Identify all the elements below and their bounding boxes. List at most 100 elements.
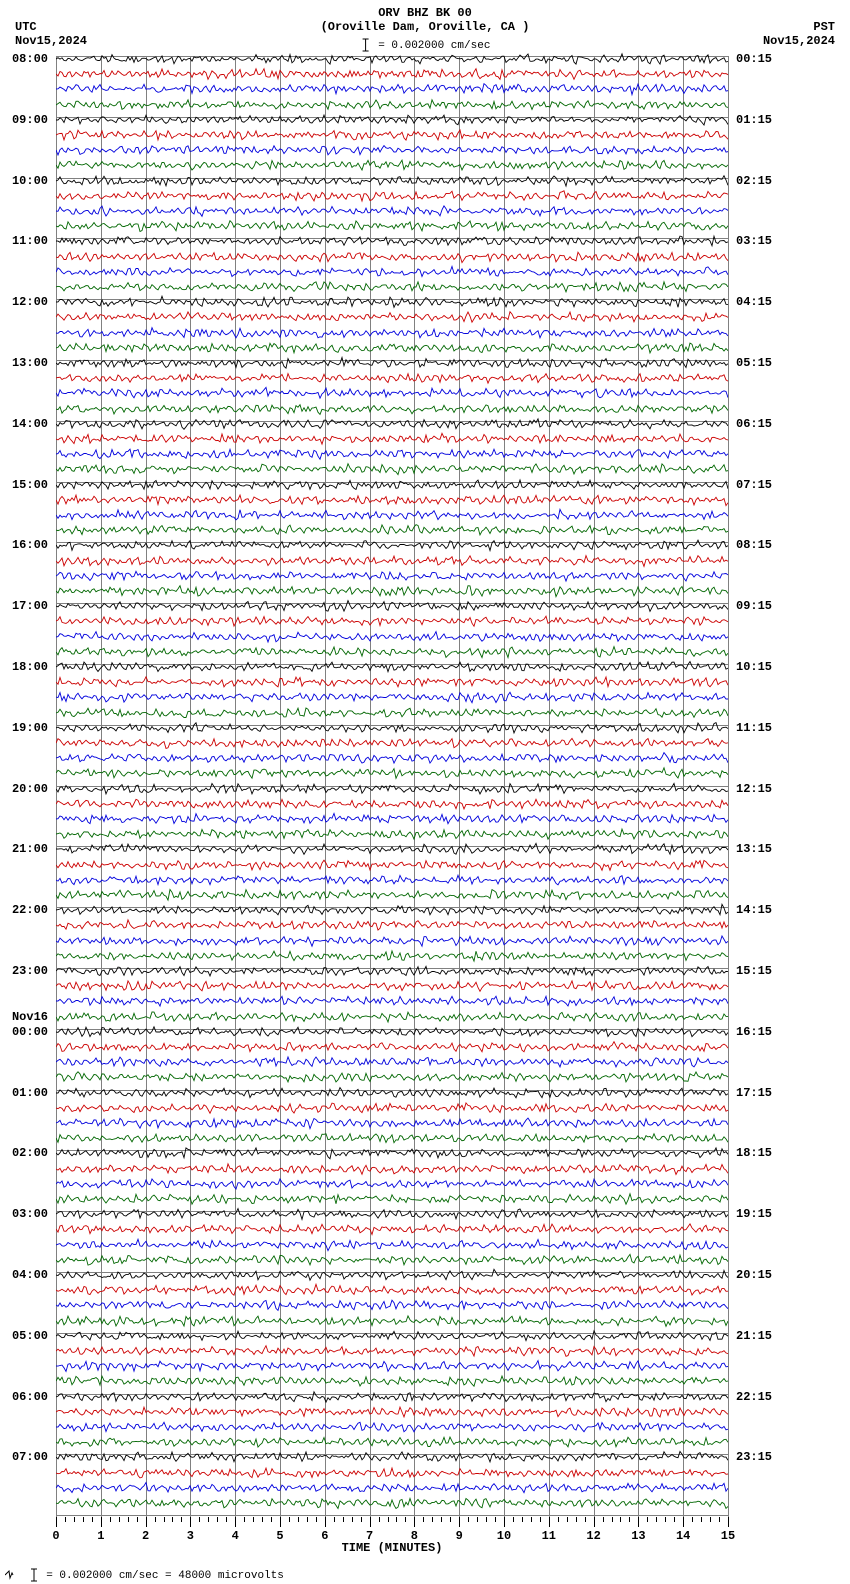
seismic-trace (56, 1191, 728, 1207)
utc-time-label: 22:00 (12, 903, 48, 917)
seismic-trace (56, 1115, 728, 1131)
seismic-trace (56, 1100, 728, 1116)
seismic-trace (56, 1419, 728, 1435)
seismic-trace (56, 629, 728, 645)
pst-time-label: 17:15 (736, 1086, 772, 1100)
seismic-trace (56, 1480, 728, 1496)
grid-vertical (235, 56, 236, 1524)
x-tick-minor (540, 1517, 541, 1522)
x-tick-major (683, 1517, 684, 1527)
seismic-trace (56, 477, 728, 493)
grid-vertical (370, 56, 371, 1524)
pst-time-label: 05:15 (736, 356, 772, 370)
seismic-trace (56, 811, 728, 827)
seismic-trace (56, 1009, 728, 1025)
grid-horizontal (56, 117, 728, 118)
seismic-trace (56, 1434, 728, 1450)
x-axis-label: TIME (MINUTES) (56, 1541, 728, 1555)
x-tick-major (146, 1517, 147, 1527)
seismic-trace (56, 249, 728, 265)
seismic-trace (56, 416, 728, 432)
seismic-trace (56, 1206, 728, 1222)
pst-date: Nov15,2024 (763, 34, 835, 48)
x-tick-minor (74, 1517, 75, 1522)
x-tick-minor (217, 1517, 218, 1522)
seismic-trace (56, 507, 728, 523)
seismic-trace (56, 294, 728, 310)
seismic-trace (56, 1328, 728, 1344)
seismic-trace (56, 1054, 728, 1070)
grid-horizontal (56, 846, 728, 847)
seismic-trace (56, 1267, 728, 1283)
seismic-trace (56, 203, 728, 219)
seismic-trace (56, 993, 728, 1009)
seismic-trace (56, 355, 728, 371)
grid-horizontal (56, 1394, 728, 1395)
x-tick-major (370, 1517, 371, 1527)
scale-bar: = 0.002000 cm/sec (360, 38, 491, 52)
utc-time-label: 19:00 (12, 721, 48, 735)
seismic-trace (56, 1449, 728, 1465)
utc-date-break: Nov16 (12, 1010, 48, 1024)
pst-time-label: 18:15 (736, 1146, 772, 1160)
seismic-trace (56, 66, 728, 82)
seismic-trace (56, 644, 728, 660)
seismic-trace (56, 1297, 728, 1313)
x-tick-minor (379, 1517, 380, 1522)
x-tick-minor (603, 1517, 604, 1522)
x-tick-minor (289, 1517, 290, 1522)
x-tick-minor (432, 1517, 433, 1522)
seismic-trace (56, 97, 728, 113)
utc-time-label: 21:00 (12, 842, 48, 856)
seismic-trace (56, 1252, 728, 1268)
footer-scale: = 0.002000 cm/sec = 48000 microvolts (5, 1568, 284, 1582)
scale-text: = 0.002000 cm/sec (378, 40, 490, 52)
grid-horizontal (56, 1454, 728, 1455)
seismic-trace (56, 963, 728, 979)
x-tick-minor (262, 1517, 263, 1522)
seismic-trace (56, 917, 728, 933)
pst-label: PST (813, 20, 835, 34)
x-tick-minor (405, 1517, 406, 1522)
pst-time-label: 10:15 (736, 660, 772, 674)
seismic-trace (56, 1039, 728, 1055)
x-tick-minor (423, 1517, 424, 1522)
seismic-trace (56, 188, 728, 204)
x-tick-minor (199, 1517, 200, 1522)
x-tick-minor (155, 1517, 156, 1522)
seismic-trace (56, 522, 728, 538)
grid-horizontal (56, 1029, 728, 1030)
seismic-trace (56, 781, 728, 797)
grid-vertical (414, 56, 415, 1524)
grid-horizontal (56, 1150, 728, 1151)
grid-horizontal (56, 421, 728, 422)
x-tick-minor (137, 1517, 138, 1522)
x-tick-major (101, 1517, 102, 1527)
grid-horizontal (56, 482, 728, 483)
x-tick-minor (181, 1517, 182, 1522)
pst-time-label: 02:15 (736, 174, 772, 188)
utc-time-label: 06:00 (12, 1390, 48, 1404)
x-tick-major (638, 1517, 639, 1527)
seismic-trace (56, 1358, 728, 1374)
seismic-trace (56, 385, 728, 401)
seismic-trace (56, 826, 728, 842)
x-tick-minor (396, 1517, 397, 1522)
seismic-trace (56, 948, 728, 964)
grid-horizontal (56, 1211, 728, 1212)
seismic-trace (56, 309, 728, 325)
seismic-trace (56, 1237, 728, 1253)
x-tick-minor (522, 1517, 523, 1522)
x-tick-minor (612, 1517, 613, 1522)
x-tick-major (504, 1517, 505, 1527)
seismic-trace (56, 1085, 728, 1101)
utc-time-label: 03:00 (12, 1207, 48, 1221)
footer-text: = 0.002000 cm/sec = 48000 microvolts (46, 1570, 284, 1582)
seismic-trace (56, 568, 728, 584)
x-tick-minor (307, 1517, 308, 1522)
x-tick-minor (701, 1517, 702, 1522)
grid-horizontal (56, 664, 728, 665)
x-tick-minor (119, 1517, 120, 1522)
utc-time-label: 09:00 (12, 113, 48, 127)
pst-time-label: 01:15 (736, 113, 772, 127)
